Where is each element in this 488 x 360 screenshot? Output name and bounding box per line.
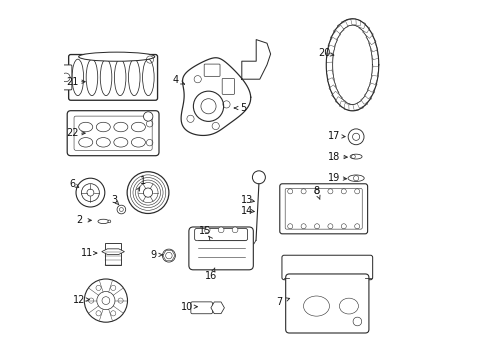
Text: 3: 3 [111, 195, 117, 205]
Polygon shape [327, 37, 337, 48]
Circle shape [127, 172, 168, 213]
Ellipse shape [347, 175, 364, 181]
Circle shape [110, 285, 116, 291]
Text: 7: 7 [276, 297, 283, 307]
Text: 12: 12 [73, 294, 85, 305]
Polygon shape [181, 58, 250, 135]
Text: 15: 15 [198, 226, 211, 236]
Polygon shape [333, 25, 344, 36]
Polygon shape [325, 62, 332, 72]
Polygon shape [365, 34, 375, 45]
FancyBboxPatch shape [204, 64, 220, 76]
Text: 17: 17 [327, 131, 340, 141]
Polygon shape [350, 19, 360, 26]
Circle shape [88, 298, 94, 303]
FancyBboxPatch shape [194, 229, 247, 241]
Polygon shape [107, 220, 111, 223]
Polygon shape [328, 85, 338, 96]
Ellipse shape [349, 154, 361, 159]
Polygon shape [326, 78, 336, 89]
FancyBboxPatch shape [67, 111, 159, 156]
Circle shape [110, 311, 116, 316]
Text: 22: 22 [66, 128, 79, 138]
Circle shape [204, 227, 210, 233]
Text: 9: 9 [150, 250, 157, 260]
Polygon shape [210, 302, 224, 314]
Polygon shape [346, 19, 355, 25]
FancyBboxPatch shape [190, 302, 212, 314]
Polygon shape [362, 28, 373, 38]
Text: 18: 18 [328, 152, 340, 162]
Polygon shape [331, 91, 342, 102]
FancyBboxPatch shape [282, 255, 372, 280]
Circle shape [232, 227, 238, 233]
FancyBboxPatch shape [60, 65, 72, 90]
Text: 19: 19 [328, 173, 340, 183]
Circle shape [347, 129, 363, 145]
FancyBboxPatch shape [279, 184, 367, 234]
Polygon shape [369, 74, 378, 85]
Text: 11: 11 [81, 248, 93, 258]
FancyBboxPatch shape [285, 274, 368, 333]
Text: 20: 20 [318, 48, 330, 58]
Text: 10: 10 [181, 302, 193, 312]
Polygon shape [334, 97, 346, 107]
Polygon shape [356, 99, 367, 108]
Polygon shape [329, 31, 340, 41]
Circle shape [84, 279, 127, 322]
Polygon shape [371, 66, 378, 76]
FancyBboxPatch shape [68, 54, 157, 100]
Polygon shape [339, 101, 349, 109]
Text: 1: 1 [140, 176, 146, 186]
Polygon shape [366, 81, 376, 92]
FancyBboxPatch shape [222, 78, 234, 94]
Bar [105, 243, 121, 265]
Polygon shape [102, 249, 124, 255]
FancyBboxPatch shape [188, 227, 253, 270]
Circle shape [162, 249, 175, 262]
Polygon shape [325, 54, 332, 64]
Polygon shape [370, 49, 378, 60]
Polygon shape [337, 22, 347, 31]
Text: 16: 16 [205, 271, 217, 282]
Polygon shape [358, 23, 369, 33]
Text: 4: 4 [173, 75, 179, 85]
Text: 8: 8 [313, 186, 319, 196]
Text: 14: 14 [240, 206, 252, 216]
Polygon shape [368, 41, 377, 52]
Polygon shape [354, 20, 365, 29]
Polygon shape [341, 19, 351, 27]
Text: 5: 5 [240, 103, 246, 113]
Circle shape [96, 285, 101, 291]
Circle shape [143, 112, 153, 121]
Circle shape [96, 311, 101, 316]
Circle shape [117, 205, 125, 214]
Circle shape [76, 178, 104, 207]
Circle shape [193, 91, 223, 121]
Polygon shape [325, 70, 333, 80]
Polygon shape [364, 88, 374, 99]
Polygon shape [348, 104, 358, 111]
Polygon shape [360, 94, 371, 104]
Ellipse shape [79, 52, 155, 61]
Circle shape [218, 227, 224, 233]
Ellipse shape [98, 219, 108, 224]
Polygon shape [326, 45, 334, 56]
Polygon shape [241, 40, 270, 79]
Polygon shape [344, 104, 353, 111]
Text: 6: 6 [69, 179, 75, 189]
Text: 21: 21 [66, 77, 79, 87]
Text: 2: 2 [76, 215, 82, 225]
Circle shape [252, 171, 265, 184]
Text: 13: 13 [240, 195, 252, 205]
Polygon shape [372, 58, 378, 68]
Polygon shape [352, 103, 363, 110]
Circle shape [118, 298, 123, 303]
